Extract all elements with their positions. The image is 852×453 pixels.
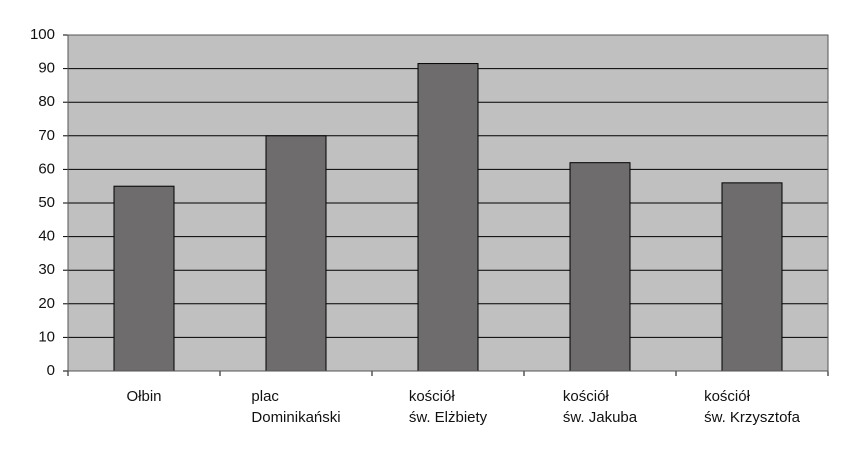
x-tick-label-line: św. Jakuba	[563, 409, 638, 426]
x-tick-label: plac Dominikański	[251, 388, 340, 426]
bar	[417, 63, 479, 372]
x-tick-label-line: plac	[251, 388, 279, 405]
x-tick-label-line: św. Elżbiety	[409, 409, 488, 426]
bar	[721, 182, 783, 372]
x-tick-label: kościół św. Elżbiety	[409, 388, 488, 426]
x-tick-label-line: kościół	[704, 388, 751, 405]
x-tick-label-line: Dominikański	[251, 409, 340, 426]
y-tick-label: 20	[38, 295, 55, 312]
y-tick-label: 40	[38, 228, 55, 245]
y-tick-label: 30	[38, 261, 55, 278]
x-tick-label: kościół św. Jakuba	[563, 388, 638, 426]
bar	[569, 162, 631, 372]
y-tick-label: 100	[30, 26, 55, 43]
y-tick-label: 70	[38, 127, 55, 144]
y-tick-label: 0	[47, 362, 55, 379]
y-tick-label: 90	[38, 60, 55, 77]
x-tick-label-line: Ołbin	[126, 388, 161, 405]
x-tick-label-line: św. Krzysztofa	[704, 409, 801, 426]
x-tick-label-line: kościół	[563, 388, 610, 405]
y-tick-label: 60	[38, 160, 55, 177]
y-tick-label: 50	[38, 194, 55, 211]
bar	[113, 185, 175, 372]
x-tick-label: Ołbin	[126, 388, 161, 405]
y-tick-label: 10	[38, 328, 55, 345]
y-tick-label: 80	[38, 93, 55, 110]
x-tick-label-line: kościół	[409, 388, 456, 405]
plot-border	[67, 34, 829, 372]
bar	[265, 135, 327, 372]
x-tick-label: kościół św. Krzysztofa	[704, 388, 801, 426]
